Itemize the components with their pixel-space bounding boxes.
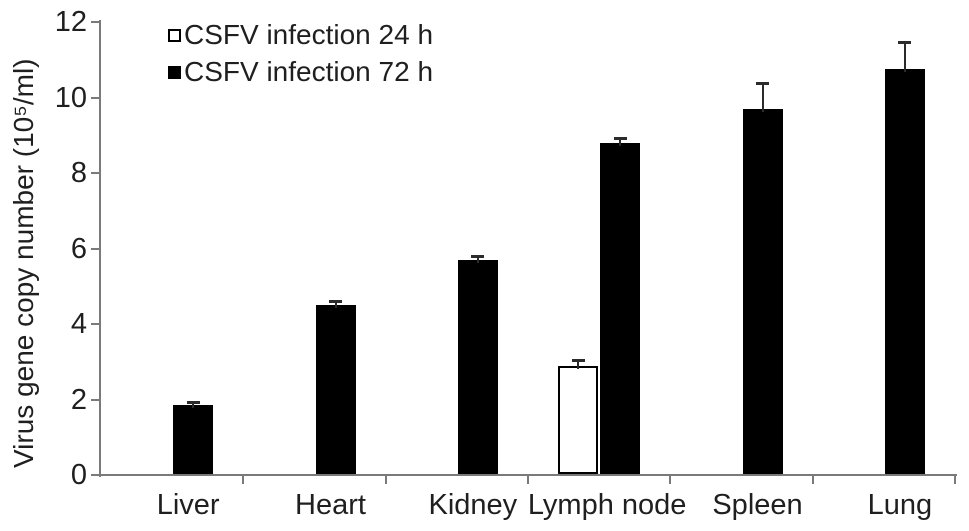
legend-label-72h: CSFV infection 72 h xyxy=(184,56,434,87)
y-tick-label: 8 xyxy=(70,157,87,189)
bar-72h xyxy=(457,259,498,474)
legend-item-24h: CSFV infection 24 h xyxy=(168,20,433,50)
x-category-label: Lymph node xyxy=(527,489,687,521)
x-category-label: Liver xyxy=(156,489,220,521)
y-tick-label: 10 xyxy=(54,81,87,114)
y-tick-mark xyxy=(91,247,99,250)
error-bar-cap xyxy=(329,300,342,304)
y-tick-mark xyxy=(91,21,99,23)
y-tick-mark xyxy=(91,96,99,99)
bar-24h xyxy=(558,365,599,474)
x-category-label: Kidney xyxy=(428,489,518,521)
y-tick-label: 6 xyxy=(70,232,87,265)
y-tick-label: 0 xyxy=(70,459,87,491)
x-category-label: Heart xyxy=(295,489,366,521)
x-category-label: Spleen xyxy=(712,489,803,521)
x-tick-mark xyxy=(811,476,814,484)
y-axis-line xyxy=(99,20,101,477)
x-tick-mark xyxy=(384,476,387,484)
y-tick-mark xyxy=(91,474,99,476)
legend-item-72h: CSFV infection 72 h xyxy=(168,57,433,87)
x-tick-mark xyxy=(954,476,956,484)
bar-72h xyxy=(884,69,925,474)
y-tick-label: 4 xyxy=(70,308,87,340)
y-tick-label: 2 xyxy=(70,383,87,416)
y-tick-mark xyxy=(91,172,99,174)
x-tick-mark xyxy=(527,476,529,484)
y-tick-mark xyxy=(91,398,99,401)
y-tick-label: 12 xyxy=(54,6,87,38)
error-bar-cap xyxy=(756,82,769,86)
error-bar-line xyxy=(903,42,906,73)
error-bar-line xyxy=(761,84,764,112)
error-bar-line xyxy=(192,402,195,409)
error-bar-cap xyxy=(571,358,585,362)
x-category-label: Lung xyxy=(867,489,933,521)
filled-square-icon xyxy=(168,65,181,79)
error-bar-line xyxy=(476,257,479,263)
error-bar-cap xyxy=(613,137,627,141)
error-bar-cap xyxy=(186,400,200,404)
bar-72h xyxy=(315,305,356,474)
bar-72h xyxy=(742,108,783,474)
y-tick-mark xyxy=(91,323,99,325)
y-axis-title: Virus gene copy number (10⁵/ml) xyxy=(8,58,39,469)
x-axis-line xyxy=(99,474,957,476)
open-square-icon xyxy=(168,28,181,42)
error-bar-line xyxy=(577,360,580,369)
x-tick-mark xyxy=(669,476,672,484)
bar-72h xyxy=(173,405,214,474)
legend: CSFV infection 24 h CSFV infection 72 h xyxy=(168,20,433,94)
error-bar-line xyxy=(334,302,337,309)
legend-label-24h: CSFV infection 24 h xyxy=(184,19,434,50)
x-tick-mark xyxy=(242,476,245,484)
error-bar-line xyxy=(619,139,622,146)
error-bar-cap xyxy=(898,40,912,44)
bar-72h xyxy=(600,142,641,474)
error-bar-cap xyxy=(471,255,485,259)
